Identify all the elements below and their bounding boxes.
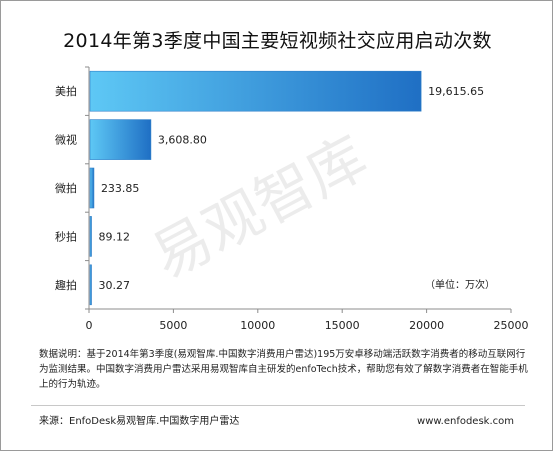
data-label: 233.85 [101, 182, 140, 195]
data-label: 30.27 [99, 279, 131, 292]
x-tick-label: 10000 [240, 319, 275, 332]
data-label: 89.12 [99, 230, 131, 243]
category-label: 秒拍 [55, 229, 77, 243]
bar [89, 216, 92, 257]
chart-title: 2014年第3季度中国主要短视频社交应用启动次数 [63, 30, 492, 52]
data-note: 数据说明：基于2014年第3季度(易观智库.中国数字消费用户雷达)195万安卓移… [39, 349, 528, 390]
x-tick-label: 0 [86, 319, 93, 332]
source-text: 来源：EnfoDesk易观智库.中国数字用户雷达 [39, 416, 240, 427]
category-label: 微视 [55, 133, 77, 147]
bar [89, 264, 92, 306]
footer-divider [31, 405, 525, 406]
website-link[interactable]: www.enfodesk.com [417, 416, 514, 427]
x-tick-label: 15000 [325, 319, 360, 332]
x-tick-label: 5000 [159, 319, 187, 332]
category-label: 趣拍 [55, 278, 77, 292]
bar [89, 167, 95, 209]
data-label: 3,608.80 [158, 134, 207, 147]
category-label: 美拍 [55, 84, 77, 98]
category-label: 微拍 [55, 181, 77, 195]
unit-label: （单位：万次） [425, 280, 495, 291]
x-tick-label: 25000 [494, 319, 529, 332]
x-tick-label: 20000 [409, 319, 444, 332]
bar [89, 119, 152, 160]
data-label: 19,615.65 [428, 85, 484, 98]
bar [89, 70, 422, 112]
